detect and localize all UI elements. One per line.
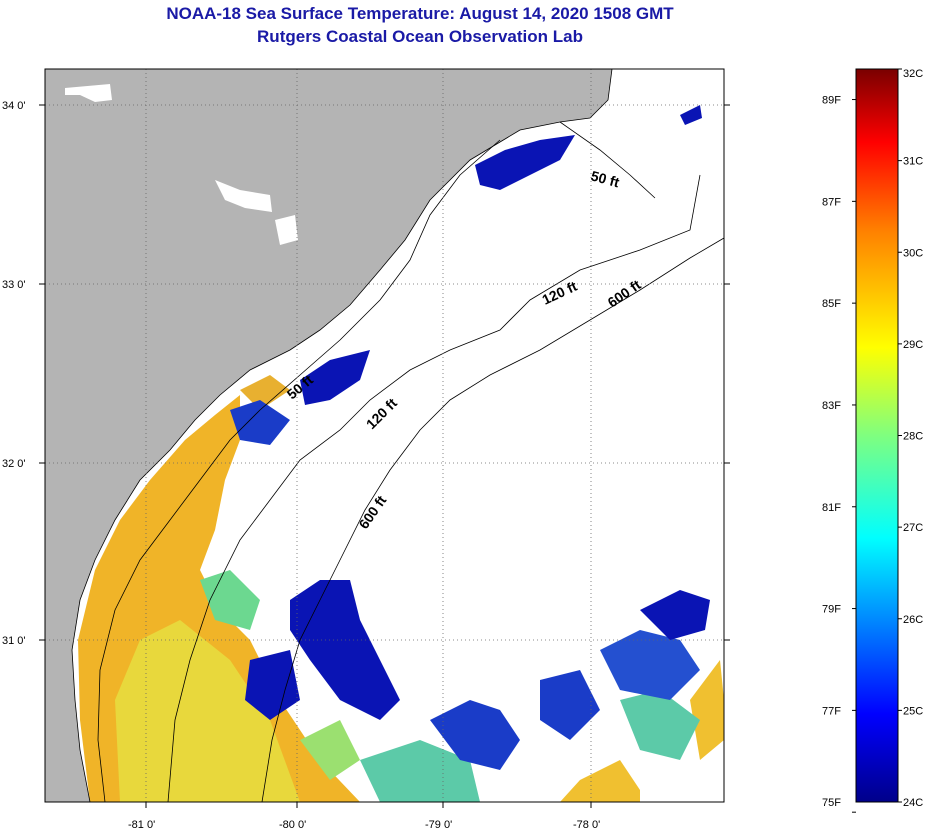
colorbar-celsius-label: 32C	[903, 68, 923, 80]
lat-label-34: 34 0'	[2, 100, 26, 112]
sst-mid-water	[200, 570, 700, 802]
lat-label-32: 32 0'	[2, 458, 26, 470]
colorbar-celsius-label: 25C	[903, 705, 923, 717]
colorbar-fahrenheit-label: 79F	[822, 604, 841, 616]
lon-label-81: -81 0'	[128, 819, 155, 831]
lat-label-31: 31 0'	[2, 635, 26, 647]
lon-label-79: -79 0'	[425, 819, 452, 831]
contour-120ft	[167, 174, 701, 802]
colorbar-celsius-label: 27C	[903, 522, 923, 534]
lat-label-33: 33 0'	[2, 279, 26, 291]
colorbar-celsius-label: 29C	[903, 339, 923, 351]
sst-warm-water	[78, 375, 724, 802]
land-mass	[45, 69, 612, 802]
colorbar-fahrenheit-label: 87F	[822, 196, 841, 208]
map-area: 50 ft 120 ft 600 ft 50 ft 120 ft 600 ft	[45, 69, 724, 802]
colorbar-gradient	[855, 68, 899, 803]
colorbar-fahrenheit-label: 75F	[822, 797, 841, 809]
colorbar-fahrenheit-label: 81F	[822, 502, 841, 514]
colorbar-celsius-label: 30C	[903, 247, 923, 259]
colorbar: 32C 31C 30C 29C 28C 27C 26C 25C 24C 89F 87F 85F 83F…	[822, 68, 923, 813]
colorbar-celsius-label: 24C	[903, 797, 923, 809]
colorbar-celsius-label: 31C	[903, 156, 923, 168]
coastline	[71, 69, 613, 802]
map-ticks	[39, 104, 730, 808]
lon-label-80: -80 0'	[279, 819, 306, 831]
map-title: NOAA-18 Sea Surface Temperature: August …	[166, 4, 674, 23]
colorbar-fahrenheit-label: 89F	[822, 95, 841, 107]
land-cloud-patches	[65, 84, 298, 245]
colorbar-fahrenheit-label: 85F	[822, 298, 841, 310]
colorbar-celsius-label: 26C	[903, 614, 923, 626]
colorbar-fahrenheit-label: 83F	[822, 400, 841, 412]
lon-label-78: -78 0'	[573, 819, 600, 831]
contour-label-50ft-north: 50 ft	[589, 167, 621, 190]
colorbar-fahrenheit-label: 77F	[822, 705, 841, 717]
map-subtitle: Rutgers Coastal Ocean Observation Lab	[257, 27, 583, 46]
map-border	[44, 68, 725, 803]
contour-600ft	[261, 237, 724, 802]
sst-cool-water	[230, 105, 710, 770]
contour-50ft	[97, 121, 656, 802]
colorbar-celsius-label: 28C	[903, 431, 923, 443]
